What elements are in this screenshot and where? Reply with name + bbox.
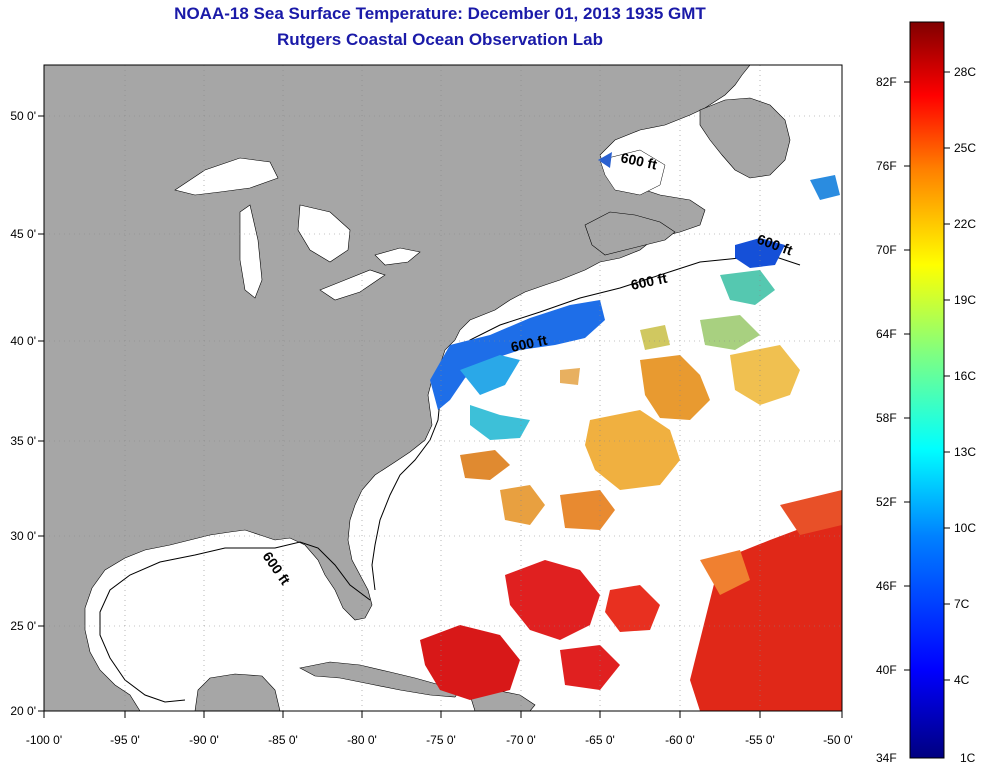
- cb-c-label: 25C: [954, 141, 976, 155]
- cb-f-label: 52F: [876, 495, 897, 509]
- great-lakes: [174, 157, 421, 301]
- cb-f-label: 58F: [876, 411, 897, 425]
- cb-c-label: 16C: [954, 369, 976, 383]
- lat-label: 40 0': [10, 334, 36, 348]
- lat-label: 30 0': [10, 529, 36, 543]
- cb-c-label: 7C: [954, 597, 970, 611]
- lon-label: -60 0': [665, 733, 695, 747]
- land-newfoundland: [699, 97, 791, 179]
- cb-c-label: 10C: [954, 521, 976, 535]
- cb-c-label: 22C: [954, 217, 976, 231]
- lon-label: -65 0': [585, 733, 615, 747]
- cb-f-label: 40F: [876, 663, 897, 677]
- sst-warm-south: [420, 490, 842, 711]
- land-nova-scotia: [584, 211, 676, 256]
- sst-cold-shelf: [430, 152, 840, 440]
- contour-label-4: 600 ft: [509, 332, 548, 355]
- cb-f-label: 34F: [876, 751, 897, 765]
- colorbar: [909, 21, 945, 759]
- lon-label: -100 0': [26, 733, 62, 747]
- longitude-labels: -100 0' -95 0' -90 0' -85 0' -80 0' -75 …: [26, 733, 853, 747]
- cb-f-label: 46F: [876, 579, 897, 593]
- lat-label: 45 0': [10, 227, 36, 241]
- lat-label: 25 0': [10, 619, 36, 633]
- lon-label: -50 0': [823, 733, 853, 747]
- cb-f-label: 76F: [876, 159, 897, 173]
- colorbar-celsius-labels: 28C 25C 22C 19C 16C 13C 10C 7C 4C 1C: [954, 65, 976, 765]
- colorbar-fahrenheit-labels: 82F 76F 70F 64F 58F 52F 46F 40F 34F: [876, 75, 897, 765]
- map-frame: [43, 64, 843, 712]
- cb-c-label: 13C: [954, 445, 976, 459]
- lon-label: -80 0': [347, 733, 377, 747]
- cb-c-label: 1C: [960, 751, 976, 765]
- lon-label: -70 0': [506, 733, 536, 747]
- lat-label: 35 0': [10, 434, 36, 448]
- sst-warm-mid: [460, 315, 800, 530]
- map-subtitle: Rutgers Coastal Ocean Observation Lab: [277, 30, 603, 49]
- map-title: NOAA-18 Sea Surface Temperature: Decembe…: [174, 4, 706, 23]
- latitude-labels: 50 0' 45 0' 40 0' 35 0' 30 0' 25 0' 20 0…: [10, 109, 36, 718]
- contour-label-3: 600 ft: [629, 270, 668, 293]
- lat-label: 20 0': [10, 704, 36, 718]
- lon-label: -55 0': [745, 733, 775, 747]
- cb-c-label: 19C: [954, 293, 976, 307]
- lon-label: -85 0': [268, 733, 298, 747]
- lat-label: 50 0': [10, 109, 36, 123]
- contour-label-1: 600 ft: [619, 149, 658, 172]
- lon-label: -90 0': [189, 733, 219, 747]
- axis-ticks: [38, 115, 843, 718]
- cb-f-label: 64F: [876, 327, 897, 341]
- cb-f-label: 70F: [876, 243, 897, 257]
- lon-label: -95 0': [110, 733, 140, 747]
- colorbar-ticks: [904, 71, 950, 681]
- land-north-america: [44, 65, 751, 711]
- cb-c-label: 4C: [954, 673, 970, 687]
- graticule: [44, 65, 842, 711]
- cb-f-label: 82F: [876, 75, 897, 89]
- lon-label: -75 0': [426, 733, 456, 747]
- cb-c-label: 28C: [954, 65, 976, 79]
- land-yucatan: [194, 673, 281, 711]
